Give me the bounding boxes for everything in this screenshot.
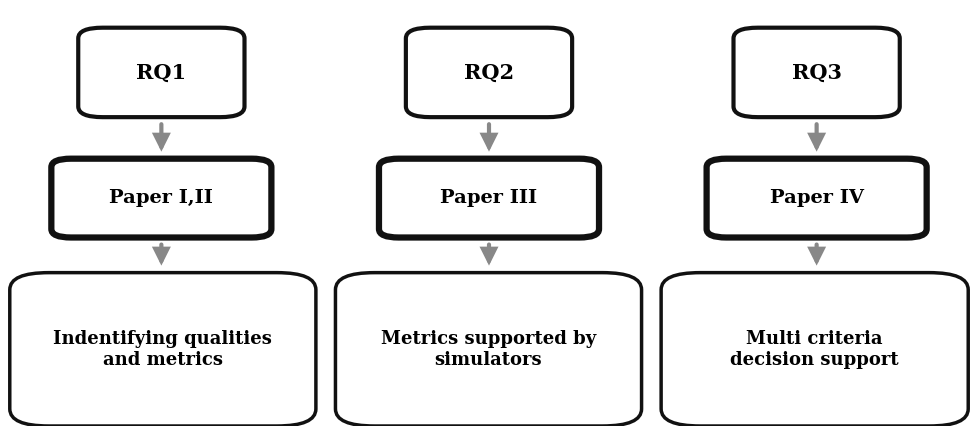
Text: RQ3: RQ3 [790,63,841,82]
FancyBboxPatch shape [405,28,572,117]
Text: RQ2: RQ2 [463,63,514,82]
FancyBboxPatch shape [10,273,316,426]
Text: Paper III: Paper III [440,189,537,207]
FancyBboxPatch shape [335,273,641,426]
FancyBboxPatch shape [52,158,272,238]
Text: RQ1: RQ1 [136,63,187,82]
Text: Metrics supported by
simulators: Metrics supported by simulators [380,330,596,369]
Text: Paper I,II: Paper I,II [109,189,213,207]
Text: Indentifying qualities
and metrics: Indentifying qualities and metrics [54,330,272,369]
Text: Multi criteria
decision support: Multi criteria decision support [730,330,898,369]
FancyBboxPatch shape [379,158,598,238]
FancyBboxPatch shape [705,158,925,238]
FancyBboxPatch shape [660,273,967,426]
FancyBboxPatch shape [78,28,244,117]
FancyBboxPatch shape [733,28,899,117]
Text: Paper IV: Paper IV [769,189,863,207]
